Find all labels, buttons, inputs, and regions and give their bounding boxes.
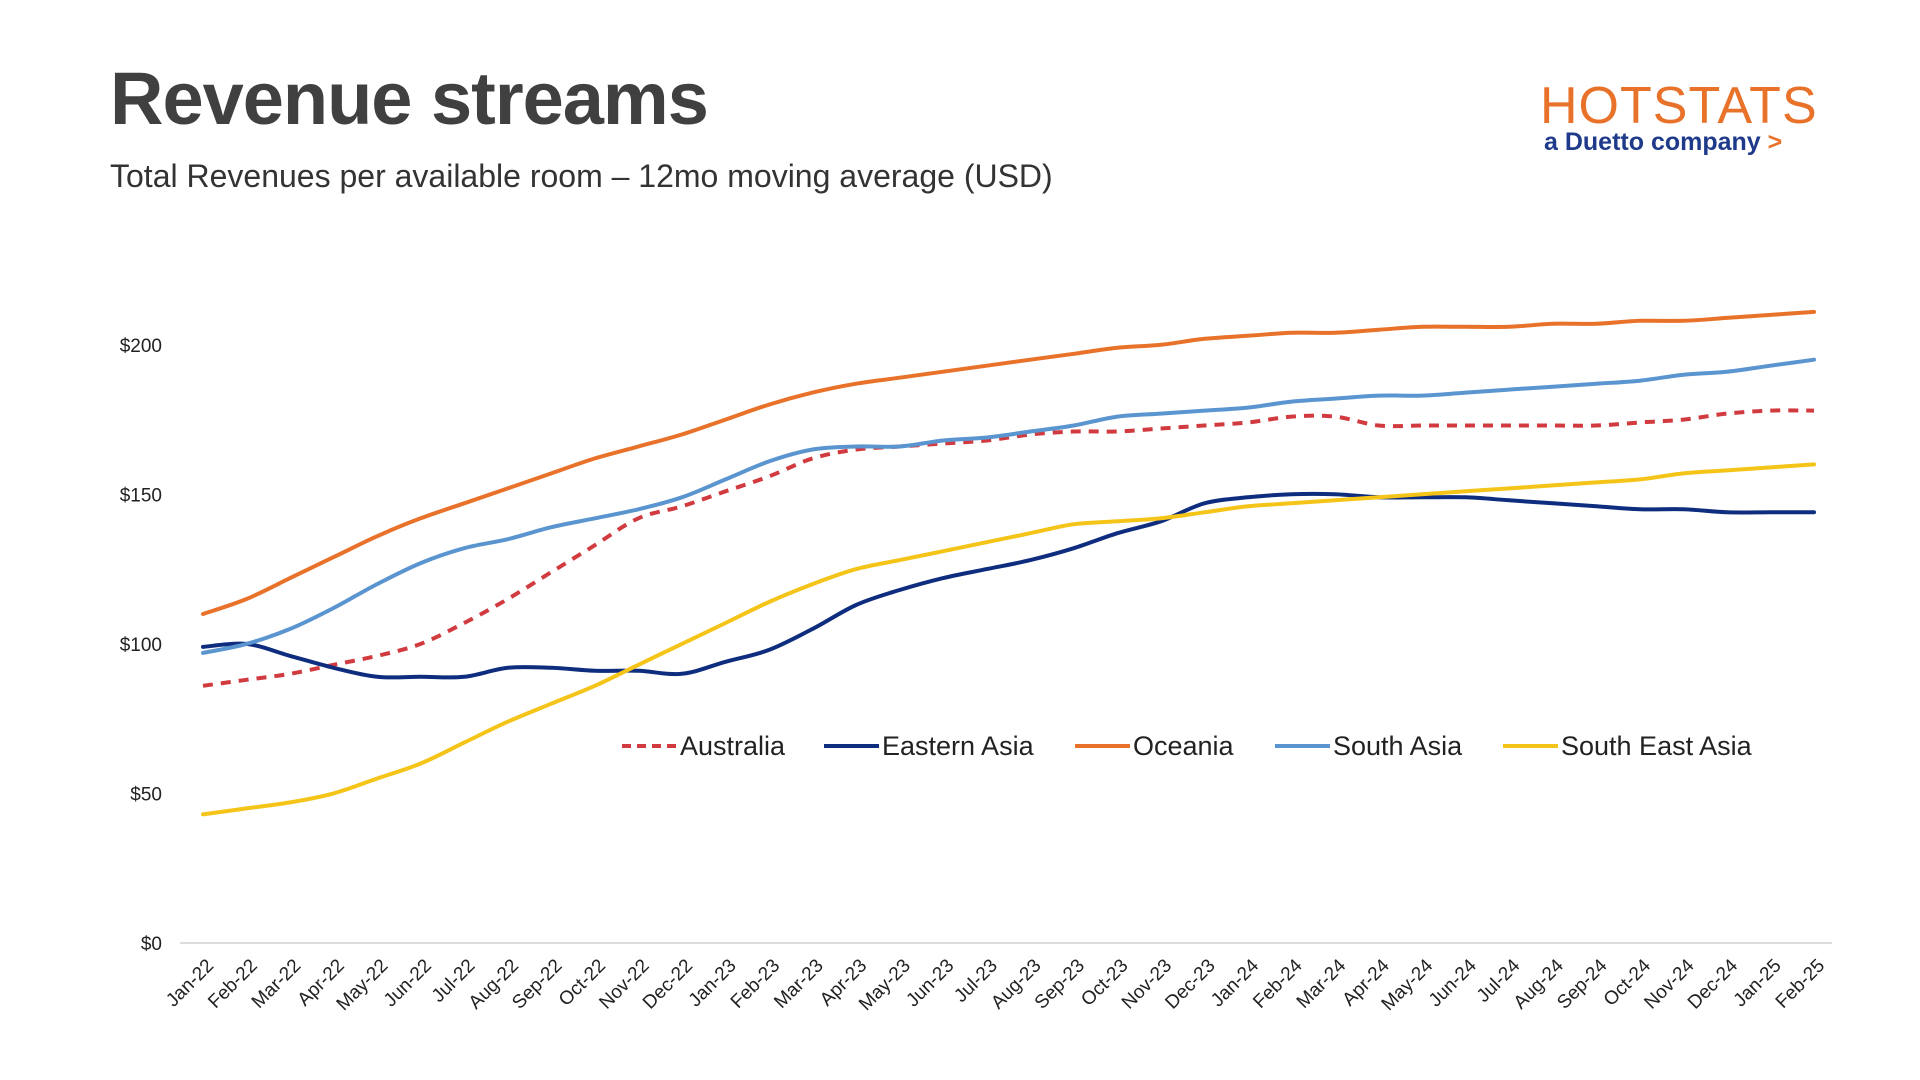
series-line-australia <box>202 408 1815 688</box>
legend-label: Eastern Asia <box>882 731 1035 761</box>
legend-item-south-asia: South Asia <box>1275 731 1463 761</box>
series-lines <box>201 309 1816 817</box>
y-tick-label: $200 <box>120 336 162 357</box>
legend-item-south-east-asia: South East Asia <box>1503 731 1753 761</box>
y-tick-label: $100 <box>120 635 162 656</box>
x-tick-label: Sep-22 <box>508 955 566 1013</box>
series-line-eastern-asia <box>201 491 1816 680</box>
x-axis: Jan-22Feb-22Mar-22Apr-22May-22Jun-22Jul-… <box>162 942 1832 1015</box>
series-line-oceania <box>201 309 1816 616</box>
series-line-south-east-asia <box>201 462 1816 817</box>
x-tick-label: Mar-23 <box>770 955 827 1012</box>
logo-tagline-text: a Duetto company <box>1544 128 1761 156</box>
legend-label: Oceania <box>1133 731 1235 761</box>
page-title: Revenue streams <box>110 57 709 140</box>
x-tick-label: Mar-24 <box>1293 955 1351 1013</box>
logo-tagline: a Duetto company > <box>1544 130 1782 155</box>
x-tick-label: Dec-23 <box>1161 955 1219 1013</box>
logo-wordmark: HOTSTATS <box>1540 77 1818 135</box>
legend-item-oceania: Oceania <box>1075 731 1235 761</box>
y-tick-label: $50 <box>130 784 162 805</box>
legend-label: Australia <box>680 731 786 761</box>
x-tick-label: Sep-23 <box>1031 955 1089 1013</box>
y-tick-label: $150 <box>120 485 162 506</box>
chevron-right-icon: > <box>1767 128 1783 156</box>
x-tick-label: Jun-22 <box>380 955 436 1011</box>
x-tick-label: Dec-22 <box>639 955 697 1013</box>
x-tick-label: Feb-25 <box>1772 955 1829 1012</box>
legend-item-australia: Australia <box>622 731 786 761</box>
legend-label: South East Asia <box>1561 731 1753 761</box>
page-subtitle: Total Revenues per available room – 12mo… <box>110 158 1053 194</box>
series-line-south-asia <box>201 357 1816 655</box>
x-tick-label: Jun-24 <box>1425 955 1481 1011</box>
x-tick-label: Jun-23 <box>902 955 958 1011</box>
y-axis: $0 $50 $100 $150 $200 <box>120 336 162 955</box>
x-tick-label: Sep-24 <box>1553 955 1611 1013</box>
legend: Australia Eastern Asia Oceania South Asia So… <box>622 731 1753 761</box>
x-tick-label: Mar-22 <box>248 955 305 1012</box>
legend-label: South Asia <box>1333 731 1463 761</box>
y-tick-label: $0 <box>141 934 162 955</box>
x-tick-label: Dec-24 <box>1684 955 1742 1013</box>
hotstats-logo: HOTSTATS a Duetto company > <box>1540 80 1820 160</box>
legend-item-eastern-asia: Eastern Asia <box>824 731 1035 761</box>
